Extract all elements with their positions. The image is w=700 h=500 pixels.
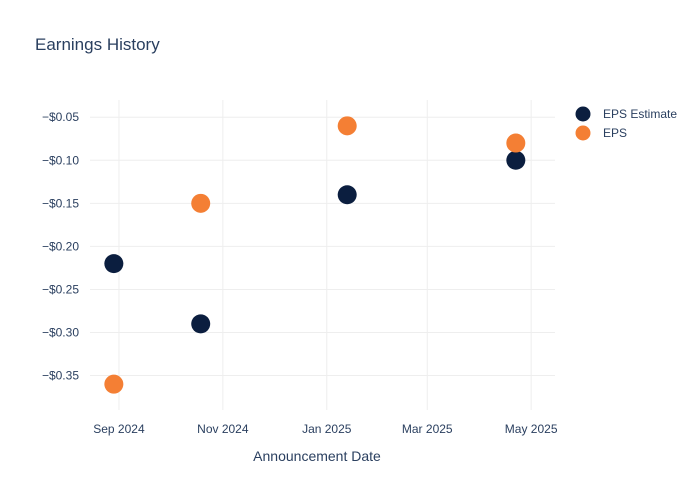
eps-estimate-point[interactable]	[506, 150, 526, 170]
y-tick-label: −$0.25	[42, 282, 79, 296]
eps-estimate-point[interactable]	[191, 314, 211, 334]
y-tick-label: −$0.20	[42, 239, 79, 253]
x-tick-label: Mar 2025	[402, 422, 453, 436]
eps-point[interactable]	[104, 374, 124, 394]
eps-point[interactable]	[506, 133, 526, 153]
x-tick-label: Nov 2024	[197, 422, 249, 436]
x-axis-ticks: Sep 2024 Nov 2024 Jan 2025 Mar 2025 May 2025	[93, 422, 558, 436]
data-points	[104, 116, 526, 394]
legend: EPS Estimate EPS	[575, 106, 677, 141]
grid-lines	[90, 100, 555, 410]
legend-label-eps-estimate[interactable]: EPS Estimate	[603, 107, 677, 121]
x-axis-label: Announcement Date	[253, 448, 381, 464]
x-tick-label: Jan 2025	[302, 422, 352, 436]
x-tick-label: May 2025	[505, 422, 558, 436]
x-tick-label: Sep 2024	[93, 422, 145, 436]
chart-title: Earnings History	[35, 35, 160, 54]
legend-marker-eps[interactable]	[575, 125, 591, 141]
legend-label-eps[interactable]: EPS	[603, 126, 627, 140]
eps-estimate-point[interactable]	[337, 185, 357, 205]
y-tick-label: −$0.05	[42, 110, 79, 124]
y-axis-ticks: −$0.05 −$0.10 −$0.15 −$0.20 −$0.25 −$0.30 −$0.…	[42, 110, 79, 382]
y-tick-label: −$0.15	[42, 196, 79, 210]
y-tick-label: −$0.10	[42, 153, 79, 167]
y-tick-label: −$0.30	[42, 326, 79, 340]
eps-point[interactable]	[191, 193, 211, 213]
y-tick-label: −$0.35	[42, 369, 79, 383]
legend-marker-eps-estimate[interactable]	[575, 106, 591, 122]
eps-estimate-point[interactable]	[104, 254, 124, 274]
eps-point[interactable]	[337, 116, 357, 136]
